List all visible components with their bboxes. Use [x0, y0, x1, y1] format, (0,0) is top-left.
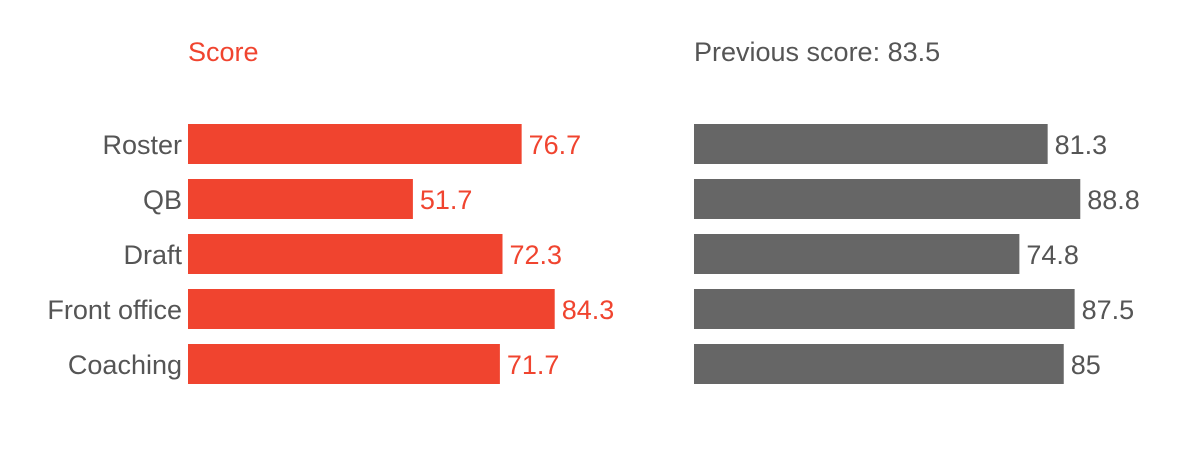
- bar-score: [188, 344, 500, 384]
- data-label: 76.7: [529, 130, 582, 160]
- category-label: Front office: [47, 295, 182, 325]
- data-label: 85: [1071, 350, 1101, 380]
- data-label: 88.8: [1087, 185, 1140, 215]
- category-label: Coaching: [68, 350, 182, 380]
- category-label: Draft: [123, 240, 182, 270]
- data-label: 51.7: [420, 185, 473, 215]
- chart-title-0: Score: [188, 37, 259, 67]
- data-label: 74.8: [1026, 240, 1079, 270]
- data-label: 72.3: [510, 240, 563, 270]
- bar-score: [188, 179, 413, 219]
- bar-previous: [694, 289, 1075, 329]
- data-label: 87.5: [1082, 295, 1135, 325]
- data-label: 81.3: [1055, 130, 1108, 160]
- category-label: Roster: [102, 130, 182, 160]
- category-label: QB: [143, 185, 182, 215]
- bar-score: [188, 124, 522, 164]
- bar-score: [188, 234, 503, 274]
- bar-score: [188, 289, 555, 329]
- bar-previous: [694, 234, 1020, 274]
- data-label: 84.3: [562, 295, 615, 325]
- data-label: 71.7: [507, 350, 560, 380]
- bar-previous: [694, 179, 1081, 219]
- chart-title-1: Previous score: 83.5: [694, 37, 940, 67]
- bar-previous: [694, 124, 1048, 164]
- bar-previous: [694, 344, 1064, 384]
